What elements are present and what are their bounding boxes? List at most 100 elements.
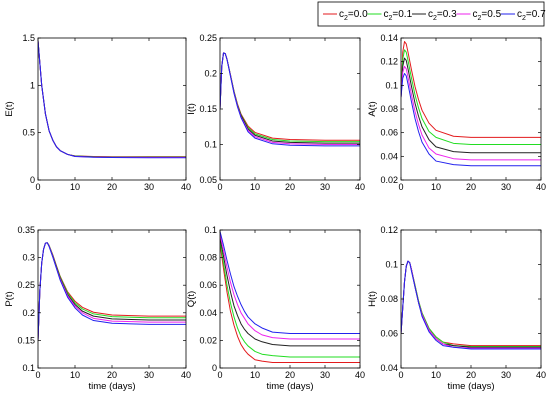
- legend-label-main: c: [428, 9, 433, 20]
- y-tick-label: 0.02: [199, 335, 217, 345]
- series-line: [401, 73, 541, 167]
- x-axis-label: time (days): [448, 381, 495, 392]
- y-tick-label: 0.12: [380, 225, 398, 235]
- x-tick-label: 0: [217, 370, 222, 380]
- series-line: [38, 242, 186, 341]
- x-tick-label: 20: [466, 182, 476, 192]
- y-tick-label: 0.35: [17, 225, 35, 235]
- series-line: [38, 242, 186, 341]
- y-axis-label: Q(t): [186, 291, 197, 307]
- chart-panel: 0 10 20 30 40 0.02 0.04 0.06 0.08 0.1 0.12 0.14 A(t): [367, 33, 546, 192]
- x-tick-label: 0: [35, 370, 40, 380]
- y-tick-label: 0.05: [199, 175, 217, 185]
- legend-label: c2=0.7: [517, 9, 546, 22]
- legend-label-value: =0.5: [481, 9, 501, 20]
- chart-panel: 0 10 20 30 40 0 0.02 0.04 0.06 0.08 0.1 Q(t) time (d…: [186, 225, 365, 392]
- legend-label: c2=0.0: [339, 9, 368, 22]
- y-tick-label: 0.08: [380, 104, 398, 114]
- series-group: [38, 242, 186, 341]
- axes-frame: [219, 229, 361, 369]
- x-tick-label: 10: [431, 370, 441, 380]
- y-tick-label: 0.08: [199, 253, 217, 263]
- x-tick-label: 20: [107, 182, 117, 192]
- series-line: [38, 40, 186, 159]
- x-tick-label: 0: [35, 182, 40, 192]
- y-tick-label: 0.2: [22, 308, 35, 318]
- series-group: [220, 52, 360, 147]
- legend-label-value: =0.3: [437, 9, 457, 20]
- legend-label-main: c: [339, 9, 344, 20]
- series-group: [401, 260, 541, 350]
- y-tick-label: 0.25: [17, 280, 35, 290]
- y-axis-label: P(t): [4, 291, 15, 306]
- series-line: [220, 240, 360, 358]
- series-line: [220, 52, 360, 145]
- y-tick-label: 0.14: [380, 33, 398, 43]
- y-tick-label: 0.04: [380, 151, 398, 161]
- y-tick-label: 0.06: [380, 329, 398, 339]
- chart-panel: 0 10 20 30 40 0.1 0.15 0.2 0.25 0.3 0.35 P(t) time (…: [4, 225, 191, 392]
- y-tick-label: 0.3: [22, 253, 35, 263]
- x-tick-label: 20: [107, 370, 117, 380]
- series-line: [38, 40, 186, 158]
- legend-item: c2=0.7: [501, 9, 546, 22]
- series-line: [38, 242, 186, 341]
- y-axis-label: E(t): [4, 101, 15, 116]
- y-tick-label: 0.15: [199, 104, 217, 114]
- series-line: [401, 49, 541, 145]
- x-tick-label: 30: [144, 182, 154, 192]
- x-tick-label: 10: [70, 182, 80, 192]
- x-axis-label: time (days): [267, 381, 314, 392]
- legend-item: c2=0.1: [367, 9, 413, 22]
- legend-label-main: c: [517, 9, 522, 20]
- legend-label: c2=0.3: [428, 9, 457, 22]
- x-tick-label: 10: [431, 182, 441, 192]
- x-tick-label: 30: [144, 370, 154, 380]
- y-tick-label: 1.5: [22, 33, 35, 43]
- x-tick-label: 10: [250, 182, 260, 192]
- chart-panel: 0 10 20 30 40 0.04 0.06 0.08 0.1 0.12 H(t) time (da…: [367, 225, 546, 392]
- x-tick-label: 30: [501, 370, 511, 380]
- y-tick-label: 0.15: [17, 335, 35, 345]
- series-line: [220, 52, 360, 141]
- series-group: [401, 41, 541, 167]
- y-tick-label: 0: [30, 175, 35, 185]
- x-tick-label: 30: [501, 182, 511, 192]
- legend-item: c2=0.0: [323, 9, 368, 22]
- legend-label-main: c: [473, 9, 478, 20]
- legend-label-sub: 2: [478, 15, 482, 22]
- series-line: [220, 243, 360, 363]
- legend-item: c2=0.3: [412, 9, 457, 22]
- x-tick-label: 20: [466, 370, 476, 380]
- y-tick-label: 0.04: [380, 363, 398, 373]
- y-tick-label: 0.5: [22, 128, 35, 138]
- y-tick-label: 0.25: [199, 33, 217, 43]
- x-tick-label: 40: [355, 182, 365, 192]
- axes-frame: [219, 37, 361, 181]
- y-tick-label: 0.1: [385, 260, 398, 270]
- y-tick-label: 0.06: [380, 128, 398, 138]
- y-tick-label: 0.02: [380, 175, 398, 185]
- y-axis-label: I(t): [186, 103, 197, 115]
- series-line: [401, 260, 541, 347]
- x-tick-label: 0: [398, 182, 403, 192]
- series-line: [220, 236, 360, 347]
- y-axis-label: A(t): [367, 101, 378, 116]
- legend-label: c2=0.5: [473, 9, 502, 22]
- legend-item: c2=0.5: [456, 9, 502, 22]
- legend-label-value: =0.1: [392, 9, 412, 20]
- legend-label-sub: 2: [522, 15, 526, 22]
- series-group: [38, 40, 186, 159]
- x-tick-label: 0: [217, 182, 222, 192]
- y-tick-label: 0.04: [199, 308, 217, 318]
- series-line: [401, 65, 541, 161]
- series-line: [220, 52, 360, 143]
- chart-panel: 0 10 20 30 40 0 0.5 1 1.5 E(t): [4, 33, 191, 192]
- x-tick-label: 40: [536, 182, 546, 192]
- x-tick-label: 40: [181, 182, 191, 192]
- series-line: [220, 52, 360, 144]
- y-tick-label: 0.12: [380, 57, 398, 67]
- x-tick-label: 20: [285, 182, 295, 192]
- y-tick-label: 0.06: [199, 280, 217, 290]
